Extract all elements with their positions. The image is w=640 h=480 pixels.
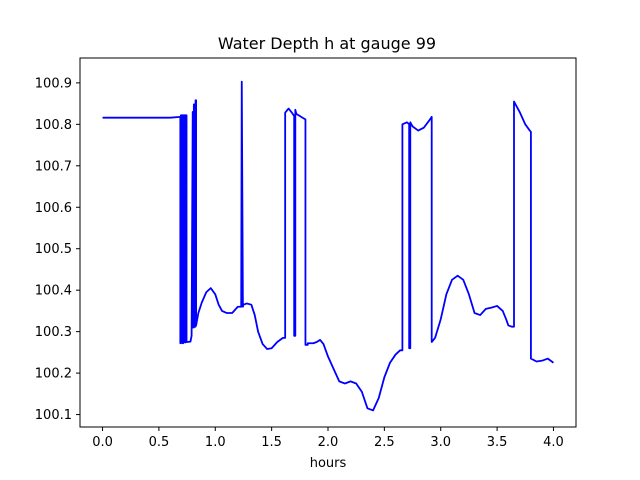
y-tick-label: 100.1 (35, 408, 72, 423)
x-tick-label: 4.0 (543, 435, 564, 450)
x-axis: 0.0 0.5 1.0 1.5 2.0 2.5 3.0 3.5 4.0 (92, 427, 564, 450)
x-tick-label: 0.0 (92, 435, 113, 450)
y-tick-label: 100.9 (35, 76, 72, 91)
x-tick-label: 2.5 (374, 435, 395, 450)
y-tick-label: 100.8 (35, 118, 72, 133)
y-tick-label: 100.5 (35, 242, 72, 257)
x-tick-label: 0.5 (149, 435, 170, 450)
y-axis: 100.1 100.2 100.3 100.4 100.5 100.6 100.7 100.8… (35, 76, 80, 423)
x-tick-label: 3.0 (430, 435, 451, 450)
series-layer (102, 80, 554, 412)
y-tick-label: 100.6 (35, 201, 72, 216)
y-tick-label: 100.7 (35, 159, 72, 174)
x-tick-label: 3.5 (487, 435, 508, 450)
y-tick-label: 100.2 (35, 367, 72, 382)
plot-frame (79, 57, 577, 428)
x-tick-label: 2.0 (318, 435, 339, 450)
chart-title: Water Depth h at gauge 99 (218, 34, 436, 53)
series-line-0 (102, 80, 554, 412)
plot-area (79, 57, 577, 428)
x-tick-label: 1.5 (261, 435, 282, 450)
x-axis-label: hours (310, 456, 347, 471)
y-tick-label: 100.3 (35, 325, 72, 340)
x-tick-label: 1.0 (205, 435, 226, 450)
y-tick-label: 100.4 (35, 284, 72, 299)
